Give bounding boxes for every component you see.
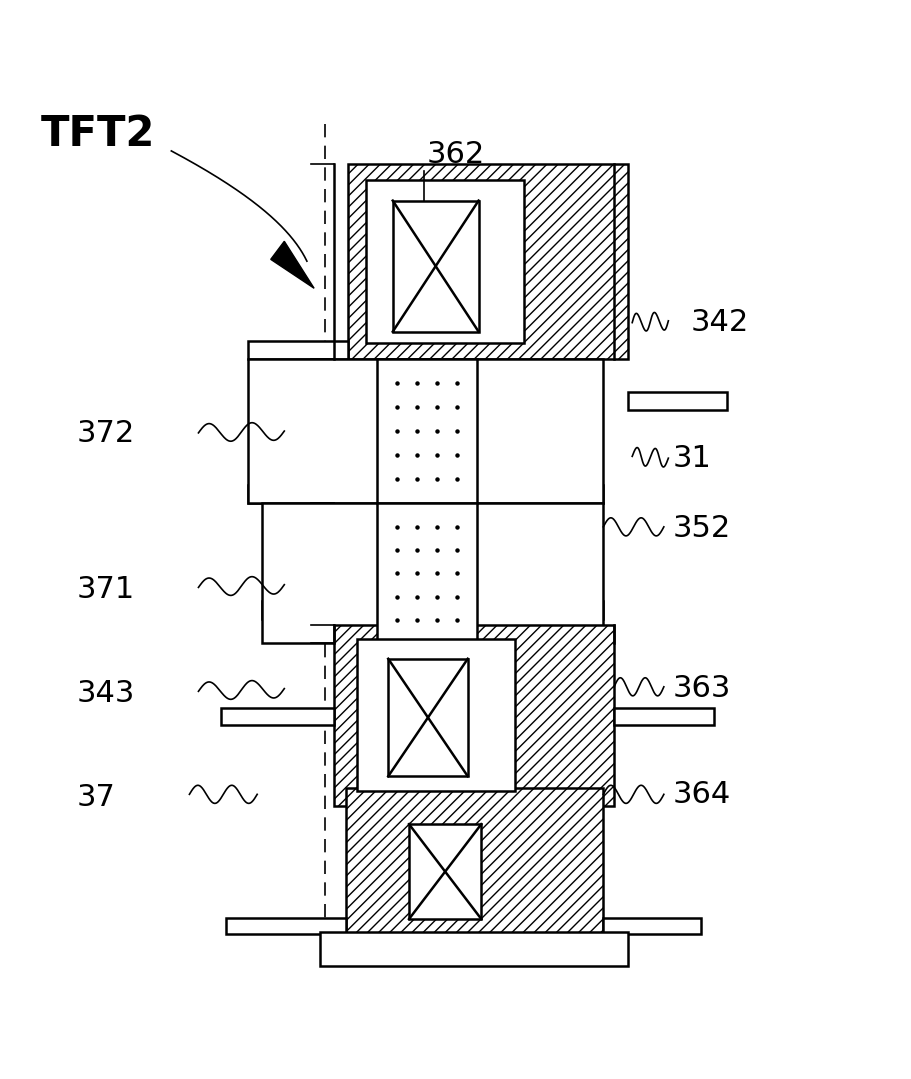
Text: 371: 371 bbox=[77, 575, 135, 604]
Text: 31: 31 bbox=[672, 443, 711, 473]
Bar bbox=[365, 180, 523, 342]
Bar bbox=[388, 659, 467, 776]
Polygon shape bbox=[271, 242, 313, 288]
Bar bbox=[261, 601, 377, 619]
Text: 342: 342 bbox=[691, 309, 748, 337]
Text: 363: 363 bbox=[672, 674, 731, 704]
Bar bbox=[248, 358, 603, 503]
Bar bbox=[248, 341, 347, 358]
Bar bbox=[248, 486, 377, 503]
Bar bbox=[320, 931, 627, 966]
Bar bbox=[377, 358, 476, 503]
Bar bbox=[347, 164, 627, 358]
Text: 37: 37 bbox=[77, 782, 115, 811]
Bar bbox=[603, 918, 701, 934]
Text: 364: 364 bbox=[672, 780, 731, 809]
Bar bbox=[613, 709, 712, 725]
Bar bbox=[627, 392, 726, 410]
Bar bbox=[408, 824, 481, 919]
Bar bbox=[225, 918, 345, 934]
Text: 362: 362 bbox=[426, 140, 485, 169]
Text: 343: 343 bbox=[77, 679, 135, 708]
Bar bbox=[393, 201, 478, 331]
Text: 372: 372 bbox=[77, 420, 135, 448]
Bar bbox=[476, 486, 603, 503]
Bar bbox=[220, 709, 333, 725]
Text: 352: 352 bbox=[672, 515, 731, 543]
Bar bbox=[333, 626, 613, 806]
Bar bbox=[476, 601, 603, 619]
Bar bbox=[356, 639, 514, 791]
Bar bbox=[345, 788, 603, 934]
Text: TFT2: TFT2 bbox=[40, 113, 155, 155]
Bar bbox=[377, 503, 476, 643]
Bar bbox=[261, 503, 603, 643]
